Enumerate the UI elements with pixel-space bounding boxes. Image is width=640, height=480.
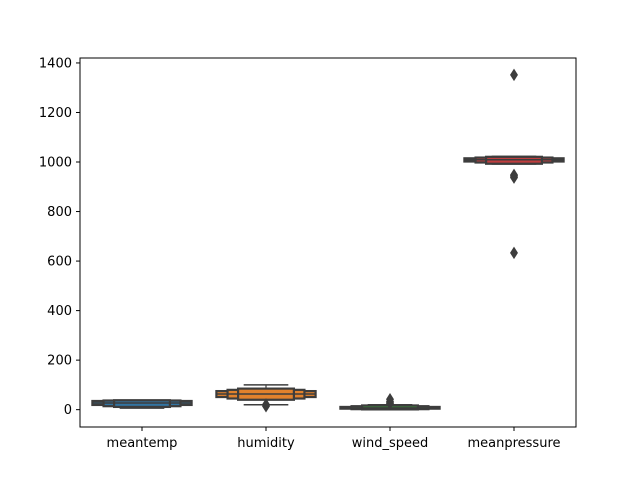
y-tick-label: 0 <box>64 403 72 418</box>
outlier-point <box>510 246 518 260</box>
outlier-point <box>262 398 270 411</box>
x-tick-label: meanpressure <box>467 436 560 451</box>
y-axis: 0 200 400 600 800 1000 1200 1400 <box>39 56 80 418</box>
boxen-meanpressure <box>463 68 565 260</box>
y-tick-label: 600 <box>47 255 72 270</box>
y-tick-label: 1400 <box>39 56 72 71</box>
x-tick-label: meantemp <box>107 436 178 451</box>
y-tick-label: 1200 <box>39 106 72 121</box>
plot-frame <box>79 57 577 428</box>
boxen-wind_speed <box>339 393 441 411</box>
y-tick-label: 400 <box>47 304 72 319</box>
x-tick-label: humidity <box>237 436 295 451</box>
boxes-layer <box>91 68 565 413</box>
outlier-point <box>386 393 394 406</box>
y-tick-label: 1000 <box>39 156 72 171</box>
x-tick-label: wind_speed <box>352 436 429 451</box>
y-tick-label: 800 <box>47 205 72 220</box>
boxen-humidity <box>215 384 317 413</box>
y-tick-label: 200 <box>47 354 72 369</box>
outlier-point <box>510 171 518 184</box>
boxen-meantemp <box>91 399 193 409</box>
x-axis: meantemp humidity wind_speed meanpressure <box>107 427 561 451</box>
outlier-point <box>510 68 518 82</box>
